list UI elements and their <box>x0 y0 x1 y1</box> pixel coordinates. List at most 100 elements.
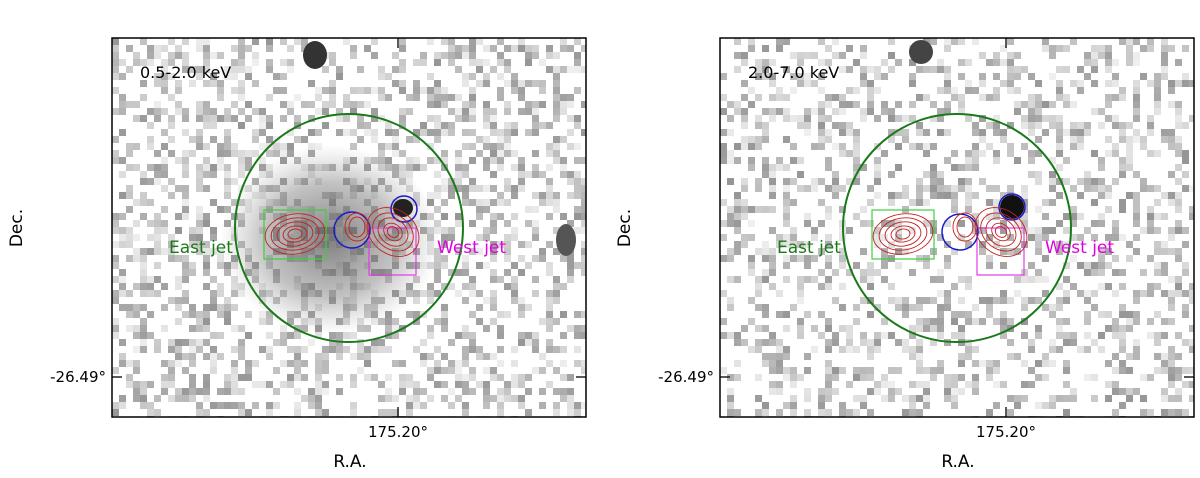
noise-pixel <box>860 402 867 409</box>
noise-pixel <box>818 136 825 143</box>
noise-pixel <box>238 353 245 360</box>
noise-pixel <box>378 381 385 388</box>
noise-pixel <box>497 38 504 45</box>
noise-pixel <box>1070 283 1077 290</box>
noise-pixel <box>168 360 175 367</box>
noise-pixel <box>979 150 986 157</box>
noise-pixel <box>755 409 762 416</box>
noise-pixel <box>406 108 413 115</box>
noise-pixel <box>182 311 189 318</box>
noise-pixel <box>574 59 581 66</box>
noise-pixel <box>581 66 586 73</box>
noise-pixel <box>441 199 448 206</box>
noise-pixel <box>581 157 586 164</box>
noise-pixel <box>923 199 930 206</box>
noise-pixel <box>364 360 371 367</box>
noise-pixel <box>867 388 874 395</box>
noise-pixel <box>916 409 923 416</box>
noise-pixel <box>119 269 126 276</box>
noise-pixel <box>1112 122 1119 129</box>
noise-pixel <box>972 143 979 150</box>
noise-pixel <box>231 59 238 66</box>
noise-pixel <box>308 339 315 346</box>
noise-pixel <box>818 409 825 416</box>
noise-pixel <box>1056 297 1063 304</box>
noise-pixel <box>937 318 944 325</box>
noise-pixel <box>392 318 399 325</box>
noise-pixel <box>357 353 364 360</box>
noise-pixel <box>455 248 462 255</box>
noise-pixel <box>259 122 266 129</box>
noise-pixel <box>762 339 769 346</box>
noise-pixel <box>462 199 469 206</box>
noise-pixel <box>469 73 476 80</box>
noise-pixel <box>930 276 937 283</box>
noise-pixel <box>1056 248 1063 255</box>
noise-pixel <box>1112 94 1119 101</box>
noise-pixel <box>357 87 364 94</box>
noise-pixel <box>350 52 357 59</box>
noise-pixel <box>1084 52 1091 59</box>
noise-pixel <box>448 122 455 129</box>
noise-pixel <box>944 66 951 73</box>
noise-pixel <box>448 38 455 45</box>
noise-pixel <box>161 220 168 227</box>
noise-pixel <box>266 409 273 416</box>
noise-pixel <box>469 101 476 108</box>
noise-pixel <box>420 164 427 171</box>
noise-pixel <box>448 283 455 290</box>
noise-pixel <box>413 395 420 402</box>
noise-pixel <box>1105 360 1112 367</box>
noise-pixel <box>511 262 518 269</box>
noise-pixel <box>1147 206 1154 213</box>
noise-pixel <box>287 129 294 136</box>
noise-pixel <box>916 395 923 402</box>
noise-pixel <box>224 73 231 80</box>
noise-pixel <box>476 248 483 255</box>
noise-pixel <box>1063 276 1070 283</box>
noise-pixel <box>462 171 469 178</box>
noise-pixel <box>1119 136 1126 143</box>
noise-pixel <box>196 136 203 143</box>
noise-pixel <box>294 409 301 416</box>
noise-pixel <box>504 150 511 157</box>
noise-pixel <box>825 276 832 283</box>
noise-pixel <box>748 346 755 353</box>
noise-pixel <box>238 339 245 346</box>
noise-pixel <box>231 346 238 353</box>
noise-pixel <box>518 87 525 94</box>
noise-pixel <box>469 388 476 395</box>
noise-pixel <box>266 346 273 353</box>
noise-pixel <box>161 206 168 213</box>
noise-pixel <box>734 108 741 115</box>
noise-pixel <box>1182 122 1189 129</box>
noise-pixel <box>490 220 497 227</box>
noise-pixel <box>748 255 755 262</box>
noise-pixel <box>182 262 189 269</box>
noise-pixel <box>1007 52 1014 59</box>
noise-pixel <box>154 339 161 346</box>
noise-pixel <box>560 255 567 262</box>
noise-pixel <box>1126 388 1133 395</box>
noise-pixel <box>1168 318 1175 325</box>
noise-pixel <box>867 339 874 346</box>
noise-pixel <box>217 353 224 360</box>
noise-pixel <box>741 199 748 206</box>
noise-pixel <box>427 157 434 164</box>
noise-pixel <box>581 311 586 318</box>
noise-pixel <box>839 143 846 150</box>
noise-pixel <box>434 115 441 122</box>
noise-pixel <box>511 234 518 241</box>
noise-pixel <box>1133 290 1140 297</box>
noise-pixel <box>266 45 273 52</box>
noise-pixel <box>539 199 546 206</box>
noise-pixel <box>217 283 224 290</box>
noise-pixel <box>245 66 252 73</box>
noise-pixel <box>448 234 455 241</box>
noise-pixel <box>958 178 965 185</box>
noise-pixel <box>560 38 567 45</box>
noise-pixel <box>846 45 853 52</box>
noise-pixel <box>951 374 958 381</box>
noise-pixel <box>490 171 497 178</box>
noise-pixel <box>1161 129 1168 136</box>
